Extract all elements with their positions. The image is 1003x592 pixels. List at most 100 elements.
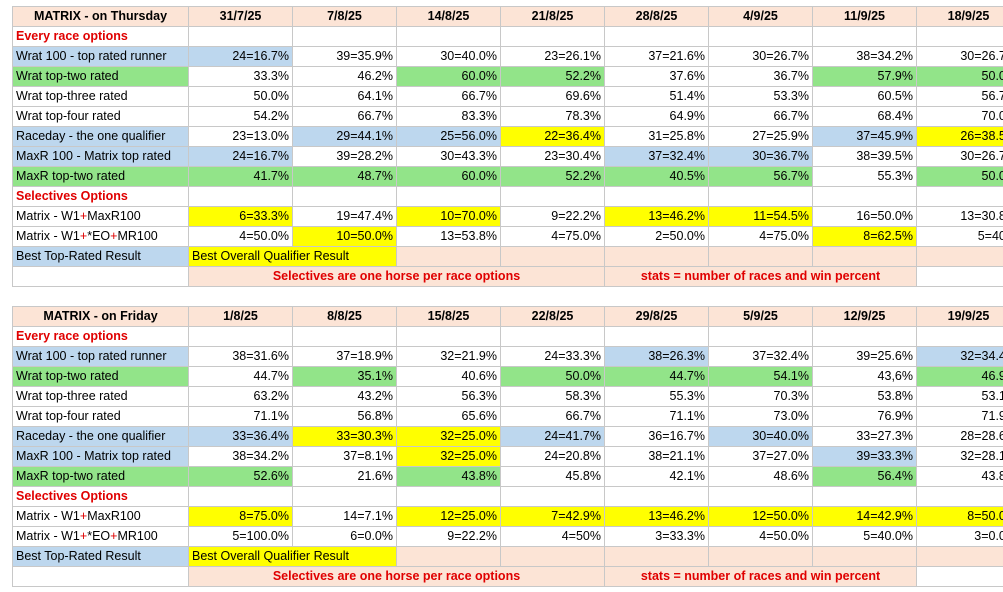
stat-cell[interactable]: 32=25.0%	[396, 446, 501, 467]
legend-best-top-rated[interactable]: Best Top-Rated Result	[12, 546, 189, 567]
empty-cell[interactable]	[708, 326, 813, 347]
date-header-cell[interactable]: 12/9/25	[812, 306, 917, 327]
stat-cell[interactable]: 28=28.6%	[916, 426, 1003, 447]
stat-cell[interactable]: 9=22.2%	[500, 206, 605, 227]
stat-cell[interactable]: 10=70.0%	[396, 206, 501, 227]
section-title[interactable]: Selectives Options	[12, 486, 189, 507]
date-header-cell[interactable]: 1/8/25	[188, 306, 293, 327]
stat-cell[interactable]: 46.9%	[916, 366, 1003, 387]
stat-cell[interactable]: 2=50.0%	[604, 226, 709, 247]
stat-cell[interactable]: 65.6%	[396, 406, 501, 427]
stat-cell[interactable]: 60.0%	[396, 66, 501, 87]
stat-cell[interactable]: 4=50.0%	[708, 526, 813, 547]
stat-cell[interactable]: 45.8%	[500, 466, 605, 487]
row-label[interactable]: MaxR top-two rated	[12, 466, 189, 487]
empty-cell[interactable]	[916, 566, 1003, 587]
empty-cell[interactable]	[812, 26, 917, 47]
table-title[interactable]: MATRIX - on Friday	[12, 306, 189, 327]
stat-cell[interactable]: 38=39.5%	[812, 146, 917, 167]
stat-cell[interactable]: 5=40%	[916, 226, 1003, 247]
stat-cell[interactable]: 5=100.0%	[188, 526, 293, 547]
stat-cell[interactable]: 51.4%	[604, 86, 709, 107]
stat-cell[interactable]: 44.7%	[188, 366, 293, 387]
empty-cell[interactable]	[708, 186, 813, 207]
stat-cell[interactable]: 42.1%	[604, 466, 709, 487]
stat-cell[interactable]: 56.3%	[396, 386, 501, 407]
row-label[interactable]: Matrix - W1+*EO+MR100	[12, 226, 189, 247]
stat-cell[interactable]: 38=31.6%	[188, 346, 293, 367]
stat-cell[interactable]: 50.0%	[188, 86, 293, 107]
stat-cell[interactable]: 56.7%	[916, 86, 1003, 107]
stat-cell[interactable]: 3=33.3%	[604, 526, 709, 547]
stat-cell[interactable]: 30=43.3%	[396, 146, 501, 167]
stat-cell[interactable]: 69.6%	[500, 86, 605, 107]
date-header-cell[interactable]: 31/7/25	[188, 6, 293, 27]
empty-cell[interactable]	[812, 186, 917, 207]
empty-cell[interactable]	[396, 326, 501, 347]
stat-cell[interactable]: 33=27.3%	[812, 426, 917, 447]
stat-cell[interactable]: 39=33.3%	[812, 446, 917, 467]
stat-cell[interactable]: 56.4%	[812, 466, 917, 487]
stat-cell[interactable]: 60.5%	[812, 86, 917, 107]
stat-cell[interactable]: 27=25.9%	[708, 126, 813, 147]
stat-cell[interactable]: 56.8%	[292, 406, 397, 427]
row-label[interactable]: Wrat top-two rated	[12, 366, 189, 387]
empty-cell[interactable]	[812, 486, 917, 507]
stat-cell[interactable]: 63.2%	[188, 386, 293, 407]
stat-cell[interactable]: 30=26.7%	[916, 146, 1003, 167]
empty-cell[interactable]	[916, 186, 1003, 207]
empty-cell[interactable]	[292, 486, 397, 507]
stat-cell[interactable]: 32=28.1%	[916, 446, 1003, 467]
stat-cell[interactable]: 8=62.5%	[812, 226, 917, 247]
row-label[interactable]: Raceday - the one qualifier	[12, 126, 189, 147]
stat-cell[interactable]: 30=36.7%	[708, 146, 813, 167]
stat-cell[interactable]: 40.5%	[604, 166, 709, 187]
empty-cell[interactable]	[604, 186, 709, 207]
stat-cell[interactable]: 37.6%	[604, 66, 709, 87]
empty-cell[interactable]	[500, 486, 605, 507]
stat-cell[interactable]: 50.0%	[916, 166, 1003, 187]
row-label[interactable]: MaxR top-two rated	[12, 166, 189, 187]
stat-cell[interactable]: 64.1%	[292, 86, 397, 107]
stat-cell[interactable]: 37=27.0%	[708, 446, 813, 467]
stat-cell[interactable]: 52.2%	[500, 166, 605, 187]
stat-cell[interactable]: 38=34.2%	[812, 46, 917, 67]
date-header-cell[interactable]: 8/8/25	[292, 306, 397, 327]
stat-cell[interactable]: 66.7%	[396, 86, 501, 107]
stat-cell[interactable]: 4=50.0%	[188, 226, 293, 247]
empty-cell[interactable]	[396, 546, 501, 567]
stat-cell[interactable]: 53.8%	[812, 386, 917, 407]
stat-cell[interactable]: 38=21.1%	[604, 446, 709, 467]
stat-cell[interactable]: 40.6%	[396, 366, 501, 387]
stat-cell[interactable]: 57.9%	[812, 66, 917, 87]
stat-cell[interactable]: 76.9%	[812, 406, 917, 427]
stat-cell[interactable]: 38=34.2%	[188, 446, 293, 467]
stat-cell[interactable]: 70.3%	[708, 386, 813, 407]
empty-cell[interactable]	[604, 546, 709, 567]
stat-cell[interactable]: 30=26.7%	[916, 46, 1003, 67]
row-label[interactable]: Wrat top-four rated	[12, 106, 189, 127]
stat-cell[interactable]: 36.7%	[708, 66, 813, 87]
stat-cell[interactable]: 24=16.7%	[188, 46, 293, 67]
date-header-cell[interactable]: 11/9/25	[812, 6, 917, 27]
empty-cell[interactable]	[916, 246, 1003, 267]
row-label[interactable]: Wrat top-four rated	[12, 406, 189, 427]
stat-cell[interactable]: 31=25.8%	[604, 126, 709, 147]
stat-cell[interactable]: 46.2%	[292, 66, 397, 87]
empty-cell[interactable]	[812, 326, 917, 347]
empty-cell[interactable]	[708, 546, 813, 567]
stat-cell[interactable]: 25=56.0%	[396, 126, 501, 147]
stat-cell[interactable]: 55.3%	[812, 166, 917, 187]
stat-cell[interactable]: 30=40.0%	[708, 426, 813, 447]
empty-cell[interactable]	[292, 326, 397, 347]
empty-cell[interactable]	[188, 486, 293, 507]
date-header-cell[interactable]: 29/8/25	[604, 306, 709, 327]
stat-cell[interactable]: 38=26.3%	[604, 346, 709, 367]
stat-cell[interactable]: 11=54.5%	[708, 206, 813, 227]
stat-cell[interactable]: 6=33.3%	[188, 206, 293, 227]
stat-cell[interactable]: 37=45.9%	[812, 126, 917, 147]
empty-cell[interactable]	[500, 186, 605, 207]
section-title[interactable]: Selectives Options	[12, 186, 189, 207]
stat-cell[interactable]: 13=46.2%	[604, 206, 709, 227]
row-label[interactable]: Matrix - W1+*EO+MR100	[12, 526, 189, 547]
